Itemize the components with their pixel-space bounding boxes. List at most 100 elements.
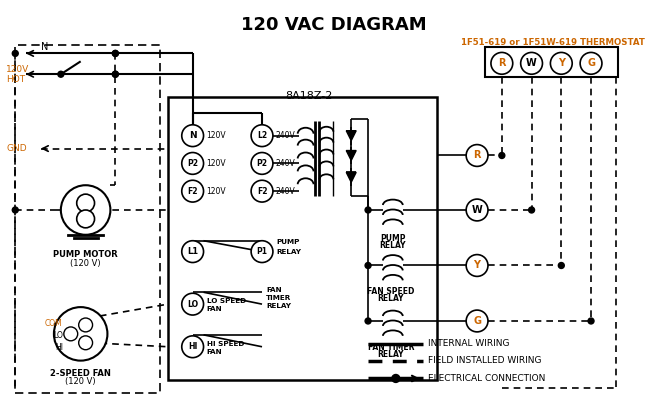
Text: COM: COM — [45, 319, 63, 328]
Circle shape — [466, 255, 488, 277]
Text: L2: L2 — [257, 131, 267, 140]
Text: LO: LO — [53, 331, 63, 340]
Circle shape — [58, 71, 64, 77]
Text: HI: HI — [188, 342, 198, 351]
Circle shape — [182, 241, 204, 263]
Circle shape — [76, 210, 94, 228]
Text: RELAY: RELAY — [378, 294, 404, 303]
Text: FAN: FAN — [206, 349, 222, 355]
Text: 120V: 120V — [206, 131, 226, 140]
Text: N: N — [41, 42, 48, 52]
Text: 120V: 120V — [6, 65, 29, 74]
Text: 240V: 240V — [276, 187, 295, 196]
Text: 2-SPEED FAN: 2-SPEED FAN — [50, 369, 111, 378]
Circle shape — [113, 71, 119, 77]
Text: 120 VAC DIAGRAM: 120 VAC DIAGRAM — [241, 16, 426, 34]
Circle shape — [521, 52, 543, 74]
Circle shape — [182, 125, 204, 147]
Circle shape — [580, 52, 602, 74]
Circle shape — [76, 194, 94, 212]
Circle shape — [466, 199, 488, 221]
Text: PUMP: PUMP — [380, 234, 405, 243]
Circle shape — [182, 293, 204, 315]
Text: R: R — [473, 150, 481, 160]
Circle shape — [182, 153, 204, 174]
Text: 120V: 120V — [206, 159, 226, 168]
Circle shape — [499, 153, 505, 158]
Text: 240V: 240V — [276, 131, 295, 140]
Text: F2: F2 — [188, 187, 198, 196]
Text: HOT: HOT — [6, 75, 25, 84]
Text: FAN TIMER: FAN TIMER — [368, 343, 414, 352]
Circle shape — [182, 180, 204, 202]
Circle shape — [550, 52, 572, 74]
Text: L1: L1 — [187, 247, 198, 256]
Text: R: R — [498, 58, 506, 68]
Text: W: W — [472, 205, 482, 215]
Text: Y: Y — [558, 58, 565, 68]
Circle shape — [12, 207, 18, 213]
Bar — [15, 46, 160, 393]
Circle shape — [466, 310, 488, 332]
Text: INTERNAL WIRING: INTERNAL WIRING — [427, 339, 509, 348]
Text: (120 V): (120 V) — [66, 378, 96, 386]
Circle shape — [78, 336, 92, 350]
Text: G: G — [473, 316, 481, 326]
Circle shape — [113, 50, 119, 57]
Circle shape — [588, 318, 594, 324]
Text: F2: F2 — [257, 187, 267, 196]
Circle shape — [251, 125, 273, 147]
Circle shape — [529, 207, 535, 213]
Circle shape — [251, 180, 273, 202]
Text: 1F51-619 or 1F51W-619 THERMOSTAT: 1F51-619 or 1F51W-619 THERMOSTAT — [462, 38, 645, 47]
Circle shape — [466, 145, 488, 166]
Circle shape — [251, 153, 273, 174]
Text: P2: P2 — [257, 159, 267, 168]
Circle shape — [64, 327, 78, 341]
Circle shape — [365, 318, 371, 324]
Circle shape — [392, 375, 400, 383]
Text: (120 V): (120 V) — [70, 259, 101, 268]
Text: RELAY: RELAY — [266, 303, 291, 309]
Circle shape — [54, 307, 107, 361]
Text: LO: LO — [187, 300, 198, 309]
Circle shape — [558, 263, 564, 269]
Text: P2: P2 — [187, 159, 198, 168]
Text: HI SPEED: HI SPEED — [206, 341, 244, 347]
Text: RELAY: RELAY — [380, 241, 406, 250]
Circle shape — [251, 241, 273, 263]
Circle shape — [365, 263, 371, 269]
Text: HI: HI — [55, 343, 63, 352]
Text: FAN SPEED: FAN SPEED — [367, 287, 415, 296]
Polygon shape — [346, 172, 356, 182]
Text: PUMP: PUMP — [276, 239, 299, 245]
Bar — [485, 47, 618, 77]
Circle shape — [61, 185, 111, 235]
Text: RELAY: RELAY — [276, 248, 301, 255]
Text: G: G — [587, 58, 595, 68]
Text: FIELD INSTALLED WIRING: FIELD INSTALLED WIRING — [427, 356, 541, 365]
Text: FAN: FAN — [266, 287, 281, 293]
Text: LO SPEED: LO SPEED — [206, 298, 246, 304]
Text: 8A18Z-2: 8A18Z-2 — [285, 91, 332, 101]
Text: W: W — [526, 58, 537, 68]
Text: P1: P1 — [257, 247, 267, 256]
Polygon shape — [346, 150, 356, 160]
Text: N: N — [189, 131, 196, 140]
Circle shape — [182, 336, 204, 358]
Text: PUMP MOTOR: PUMP MOTOR — [53, 250, 118, 259]
Bar — [168, 97, 438, 380]
Text: 240V: 240V — [276, 159, 295, 168]
Text: ELECTRICAL CONNECTION: ELECTRICAL CONNECTION — [427, 374, 545, 383]
Circle shape — [491, 52, 513, 74]
Text: RELAY: RELAY — [378, 350, 404, 359]
Text: Y: Y — [474, 261, 480, 271]
Polygon shape — [346, 131, 356, 141]
Circle shape — [113, 50, 119, 57]
Circle shape — [113, 71, 119, 77]
Circle shape — [365, 207, 371, 213]
Circle shape — [78, 318, 92, 332]
Text: GND: GND — [6, 144, 27, 153]
Text: 120V: 120V — [206, 187, 226, 196]
Text: FAN: FAN — [206, 306, 222, 312]
